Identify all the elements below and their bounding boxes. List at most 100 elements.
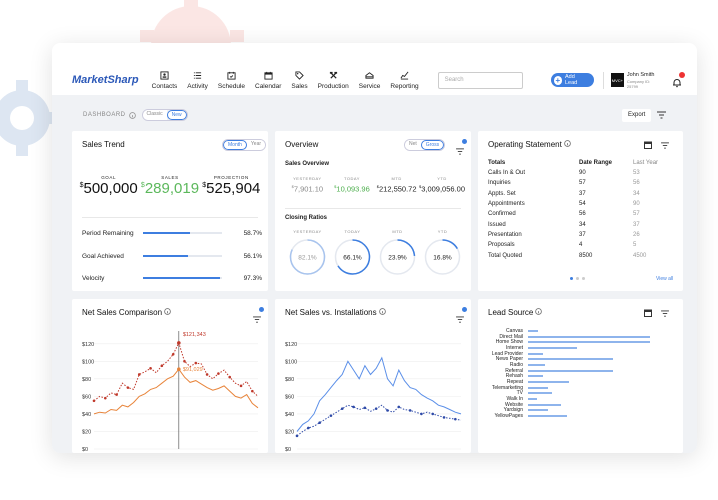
progress-value: 58.7%: [243, 229, 262, 237]
nav-sales[interactable]: Sales: [286, 63, 312, 97]
add-lead-button[interactable]: + Add Lead: [550, 73, 594, 87]
nav-schedule[interactable]: Schedule: [213, 63, 250, 97]
lead-source-bar[interactable]: [528, 358, 614, 361]
sales-tag-icon: [295, 70, 304, 80]
nav-service[interactable]: Service: [354, 63, 386, 97]
lead-source-bar[interactable]: [528, 386, 548, 389]
currency-symbol: $: [291, 184, 294, 189]
chart-filter-button[interactable]: [253, 307, 264, 328]
decorative-gear-icon: [0, 80, 58, 156]
y-tick-label: $100: [82, 359, 94, 365]
currency-symbol: $: [376, 184, 379, 189]
data-point: [295, 434, 299, 438]
net-gross-toggle: Net Gross: [404, 139, 446, 151]
company-id: Company ID: 25799: [626, 78, 651, 89]
chart-filter-button[interactable]: [456, 307, 467, 328]
filter-icon[interactable]: [661, 310, 669, 317]
toggle-net[interactable]: Net: [405, 140, 421, 150]
lead-source-bar[interactable]: [528, 392, 553, 395]
nav-activity[interactable]: Activity: [182, 63, 213, 97]
table-cell: 90: [633, 201, 640, 208]
notifications-button[interactable]: [672, 72, 685, 88]
lead-source-row: Website: [478, 402, 683, 408]
carousel-dot[interactable]: [576, 277, 579, 280]
lead-source-chart[interactable]: Canvas Direct Mail Home Show Internet Lead P…: [478, 328, 683, 419]
lead-source-bar[interactable]: [528, 346, 577, 349]
lead-source-row: Lead Provider: [478, 351, 683, 357]
table-cell: 90: [579, 170, 586, 177]
lead-source-bar[interactable]: [528, 369, 614, 372]
toggle-gross[interactable]: Gross: [420, 140, 445, 150]
calendar-icon[interactable]: [644, 141, 652, 149]
lead-source-bar[interactable]: [528, 375, 543, 378]
lead-source-bar[interactable]: [528, 381, 570, 384]
currency-symbol: $: [140, 182, 145, 189]
overview-number: 3,009,056.00: [421, 184, 465, 194]
filter-icon[interactable]: [661, 142, 669, 149]
data-point: [183, 360, 186, 363]
view-all-link[interactable]: View all: [656, 276, 674, 282]
app-window: MarketSharp Contacts Activity Schedule C…: [52, 43, 697, 453]
info-icon[interactable]: [128, 111, 136, 119]
overview-filter-button[interactable]: [456, 139, 467, 160]
toggle-classic[interactable]: Classic: [142, 110, 167, 120]
filter-icon[interactable]: [657, 111, 666, 119]
nav-reporting[interactable]: Reporting: [385, 63, 423, 97]
card-title-text: Net Sales vs. Installations: [285, 308, 377, 317]
user-menu[interactable]: MVC+ John Smith Company ID: 25799: [602, 71, 660, 89]
lead-source-row: Rehash: [478, 373, 683, 379]
lead-source-bar[interactable]: [528, 403, 561, 406]
stat-value: $289,019: [139, 180, 200, 197]
info-icon[interactable]: [564, 140, 571, 147]
lead-source-bar[interactable]: [528, 398, 537, 401]
calendar-icon[interactable]: [644, 309, 652, 317]
net-sales-comparison-chart[interactable]: $120 $100 $80 $60 $40 $20 $0 $121,343 $91,029: [72, 325, 268, 453]
info-icon[interactable]: [535, 308, 543, 315]
export-button[interactable]: Export: [622, 109, 652, 122]
service-icon: [365, 71, 374, 79]
dashboard-header: DASHBOARD Classic New: [83, 109, 188, 121]
data-point: [160, 364, 164, 367]
info-icon[interactable]: [164, 308, 171, 315]
table-cell: 34: [579, 221, 586, 228]
toggle-month[interactable]: Month: [223, 140, 247, 150]
nav-label: Activity: [187, 82, 208, 90]
carousel-dot-active[interactable]: [570, 277, 573, 280]
nav-production[interactable]: Production: [313, 63, 354, 97]
lead-source-bar[interactable]: [528, 363, 546, 366]
lead-source-bar[interactable]: [528, 329, 538, 332]
data-point: [408, 409, 412, 412]
card-title: Net Sales Comparison: [82, 308, 171, 317]
lead-source-label: Telemarketing: [491, 384, 523, 391]
lead-source-bar[interactable]: [528, 341, 650, 344]
lead-source-label: Referral: [505, 367, 523, 374]
lead-source-bar[interactable]: [528, 415, 568, 418]
overview-value: $10,093.96: [330, 184, 375, 194]
top-navigation: MarketSharp Contacts Activity Schedule C…: [72, 63, 685, 97]
filter-icon: [253, 316, 261, 323]
progress-value: 56.1%: [243, 252, 262, 260]
lead-source-bar[interactable]: [528, 335, 650, 338]
progress-track: [143, 277, 223, 279]
net-sales-vs-installations-chart[interactable]: $120 $100 $80 $60 $40 $20 $0: [275, 325, 471, 453]
marketsharp-logo[interactable]: MarketSharp: [72, 74, 139, 86]
lead-source-bar[interactable]: [528, 352, 543, 355]
data-point: [318, 421, 321, 424]
production-tools-icon: [329, 71, 337, 79]
toggle-year[interactable]: Year: [246, 140, 266, 150]
nav-contacts[interactable]: Contacts: [147, 63, 183, 97]
lead-source-card: Lead Source Canvas Direct Mail Home Show In…: [478, 299, 683, 453]
nav-calendar[interactable]: Calendar: [250, 63, 286, 97]
carousel-dot[interactable]: [582, 277, 585, 280]
data-point: [217, 372, 220, 375]
toggle-new[interactable]: New: [166, 110, 187, 120]
data-point: [340, 407, 344, 410]
search-input[interactable]: Search: [437, 71, 523, 89]
currency-symbol: $: [418, 184, 422, 189]
info-icon[interactable]: [378, 308, 386, 315]
y-tick-label: $20: [285, 429, 294, 435]
lead-source-bar[interactable]: [528, 409, 548, 412]
overview-card: Overview Net Gross Sales Overview YESTER…: [275, 131, 471, 291]
series-line: [93, 341, 259, 402]
ratio-value: 66.1%: [343, 255, 362, 262]
